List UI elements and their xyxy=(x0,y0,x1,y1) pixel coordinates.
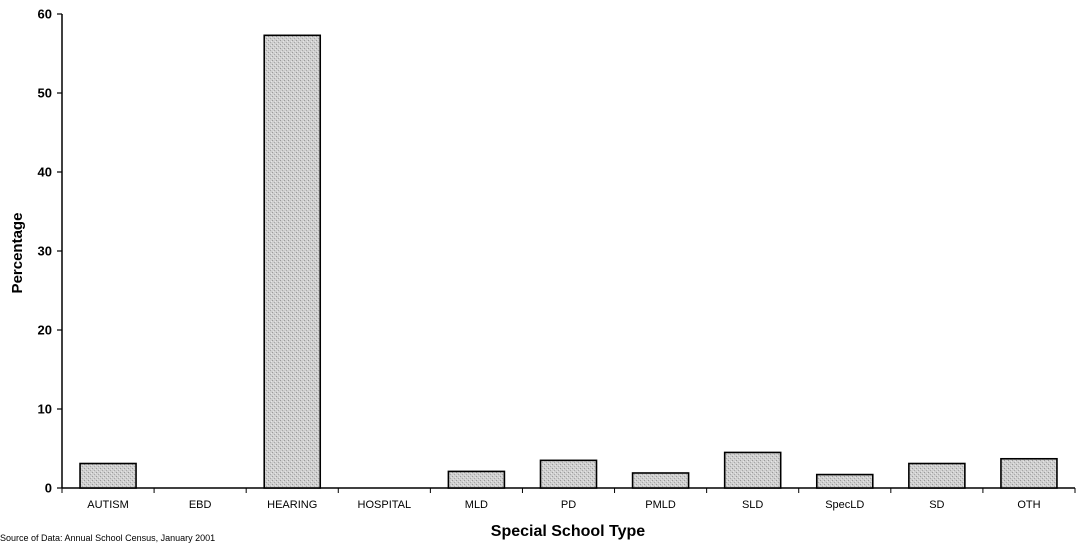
y-tick-label: 20 xyxy=(38,323,52,338)
y-tick-label: 50 xyxy=(38,86,52,101)
bar-pd xyxy=(539,459,598,489)
bar-specld xyxy=(815,473,874,489)
x-tick-label: SpecLD xyxy=(825,499,864,511)
bar-sd xyxy=(908,462,966,489)
bar-sld xyxy=(723,451,782,489)
bar-mld xyxy=(447,470,506,489)
bar-pmld xyxy=(631,472,690,489)
source-note: Source of Data: Annual School Census, Ja… xyxy=(0,533,215,543)
y-tick-label: 60 xyxy=(38,7,52,22)
y-axis-title: Percentage xyxy=(9,213,26,294)
bar-oth xyxy=(1000,457,1058,489)
x-tick-label: HOSPITAL xyxy=(358,499,412,511)
y-tick-label: 0 xyxy=(45,481,52,496)
y-tick-label: 40 xyxy=(38,165,52,180)
bar-hearing xyxy=(263,34,322,489)
x-tick-label: MLD xyxy=(465,499,488,511)
bar-autism xyxy=(79,462,137,489)
x-axis-title: Special School Type xyxy=(491,523,646,540)
x-tick-label: SLD xyxy=(742,499,763,511)
x-tick-label: OTH xyxy=(1017,499,1040,511)
y-tick-label: 10 xyxy=(38,402,52,417)
x-tick-label: SD xyxy=(929,499,944,511)
x-tick-label: PMLD xyxy=(645,499,676,511)
x-tick-label: HEARING xyxy=(267,499,317,511)
x-tick-label: AUTISM xyxy=(87,499,129,511)
y-tick-label: 30 xyxy=(38,244,52,259)
x-tick-label: PD xyxy=(561,499,576,511)
x-tick-label: EBD xyxy=(189,499,212,511)
